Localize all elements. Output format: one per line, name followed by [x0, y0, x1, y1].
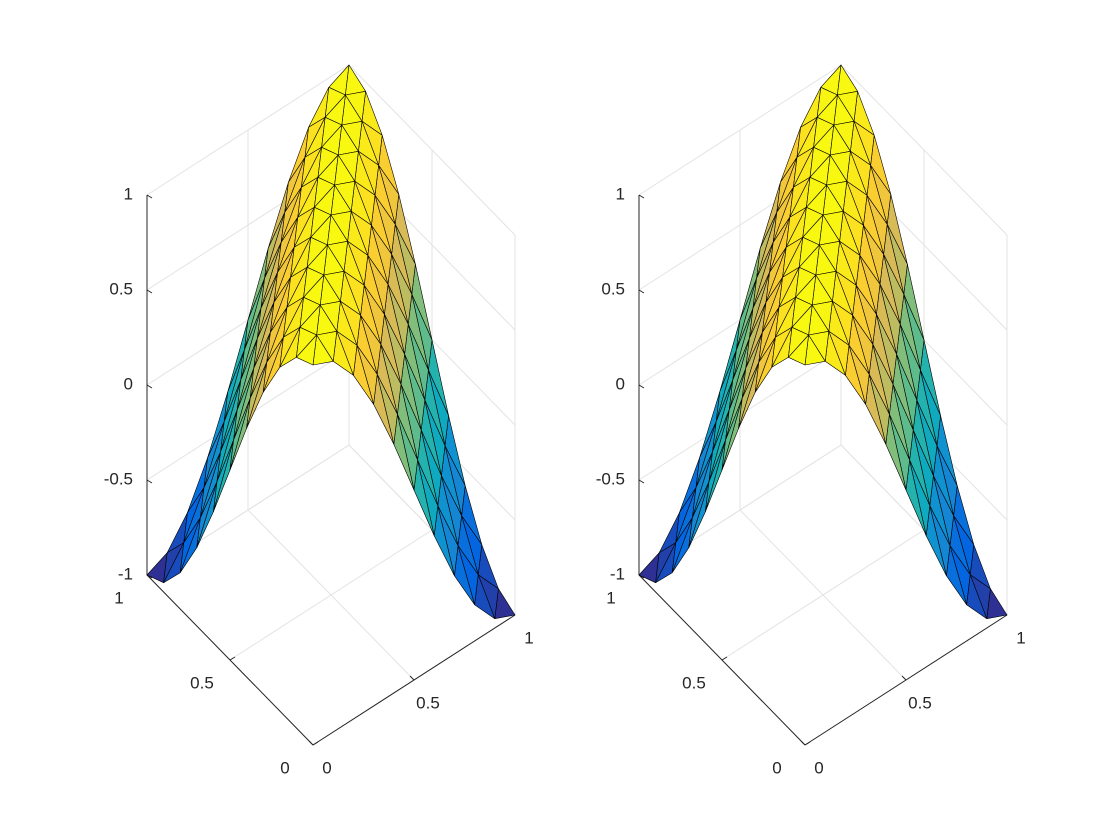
x-tick-label: 0.5 — [416, 693, 440, 712]
tick-mark — [146, 384, 153, 389]
grid-line — [840, 64, 1008, 236]
z-tick-label: 0.5 — [601, 279, 625, 298]
surface-facet — [788, 334, 809, 366]
tick-mark — [638, 479, 645, 484]
tick-mark — [800, 740, 806, 746]
grid-line — [721, 529, 925, 661]
subplot: -1 -0.5 0 0.5 1 0 0.5 1 0 0.5 1 — [104, 64, 534, 777]
z-tick-label: -0.5 — [104, 469, 133, 488]
tick-mark — [638, 384, 645, 389]
x-tick-label: 1 — [524, 628, 533, 647]
tick-mark — [721, 656, 728, 661]
y-tick-label: 1 — [606, 588, 615, 607]
z-tick-label: -1 — [610, 564, 625, 583]
z-tick-label: 0 — [616, 374, 625, 393]
z-tick-label: 0.5 — [109, 279, 133, 298]
z-tick-label: -0.5 — [596, 469, 625, 488]
tick-mark — [146, 479, 153, 484]
subplot: -1 -0.5 0 0.5 1 0 0.5 1 0 0.5 1 — [596, 64, 1026, 777]
tick-mark — [229, 656, 236, 661]
tick-mark — [804, 741, 811, 746]
x-tick-label: 1 — [1016, 628, 1025, 647]
surface-facet — [296, 334, 317, 366]
y-tick-label: 0.5 — [682, 673, 706, 692]
y-tick-label: 0 — [280, 758, 289, 777]
tick-mark — [638, 194, 645, 199]
grid-line — [348, 64, 516, 236]
tick-mark — [146, 194, 153, 199]
z-tick-label: -1 — [118, 564, 133, 583]
y-tick-label: 0.5 — [190, 673, 214, 692]
tick-mark — [308, 740, 314, 746]
grid-line — [229, 529, 433, 661]
y-tick-label: 1 — [114, 588, 123, 607]
z-tick-label: 0 — [124, 374, 133, 393]
x-tick-label: 0 — [814, 758, 823, 777]
tick-mark — [638, 289, 645, 294]
z-tick-label: 1 — [616, 184, 625, 203]
tick-mark — [146, 289, 153, 294]
x-tick-label: 0.5 — [908, 693, 932, 712]
tick-mark — [312, 741, 319, 746]
tick-mark — [409, 675, 415, 681]
grid-line — [146, 64, 350, 196]
y-tick-label: 0 — [772, 758, 781, 777]
grid-line — [638, 64, 842, 196]
x-tick-label: 0 — [322, 758, 331, 777]
z-tick-label: 1 — [124, 184, 133, 203]
tick-mark — [901, 675, 907, 681]
